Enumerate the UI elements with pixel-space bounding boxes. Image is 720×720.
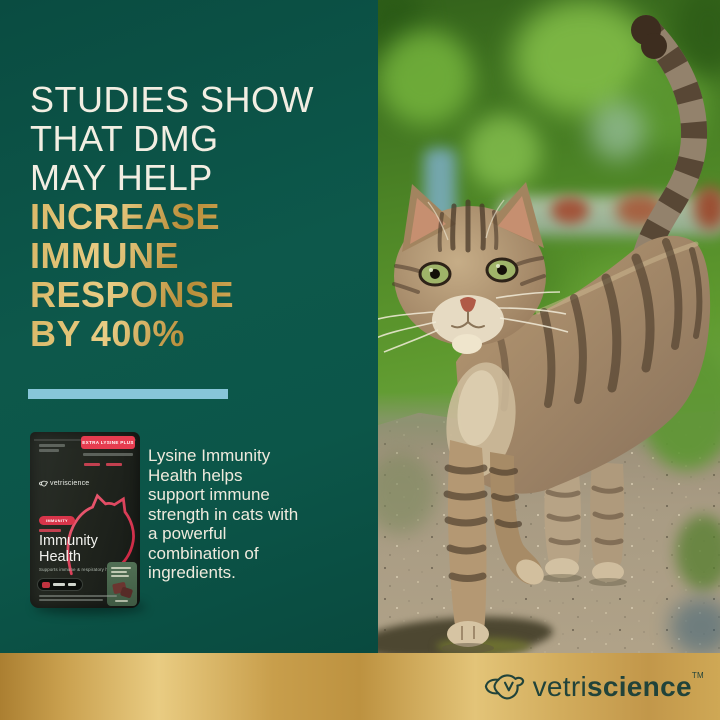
grass-tuft	[676, 515, 720, 590]
cat-tail	[629, 15, 708, 288]
headline-line: MAY HELP	[30, 157, 213, 198]
micro-text-line	[39, 444, 65, 447]
left-panel: STUDIES SHOW THAT DMG MAY HELP INCREASE …	[0, 0, 378, 653]
headline: STUDIES SHOW THAT DMG MAY HELP INCREASE …	[30, 80, 314, 353]
cat-front-leg	[442, 440, 494, 653]
micro-text-line	[39, 449, 59, 452]
footer-bar: vetriscienceTM	[0, 653, 720, 720]
brand-suffix: science	[586, 670, 692, 702]
headline-highlight-line: BY 400%	[30, 314, 314, 353]
chew-icon	[42, 581, 50, 588]
tabby-cat-illustration	[378, 15, 711, 653]
foliage-bokeh	[378, 30, 473, 125]
micro-text-line	[111, 575, 129, 577]
micro-text-line	[53, 583, 65, 586]
fine-print	[39, 595, 117, 601]
micro-text-line	[68, 583, 76, 586]
foliage-bokeh	[590, 102, 645, 160]
vetriscience-logo: vetriscienceTM	[484, 671, 704, 703]
flavor-panel	[107, 562, 137, 606]
grass-tuft	[378, 452, 436, 534]
product-tagline: Supports immune & respiratory health	[39, 567, 119, 572]
body-copy: Lysine Immunity Health helps support imm…	[148, 446, 299, 582]
micro-text-line	[84, 463, 100, 466]
extra-lysine-badge: EXTRA LYSINE PLUS	[81, 436, 135, 449]
brand-wordmark: vetriscienceTM	[533, 671, 704, 703]
pouch-brand-logo: vetriscience	[39, 480, 89, 487]
product-name-line2: Health	[39, 548, 81, 565]
headline-highlight-line: IMMUNE	[30, 236, 314, 275]
trademark-symbol: TM	[691, 670, 704, 680]
headline-line: STUDIES SHOW	[30, 79, 315, 120]
product-name: Immunity Health	[39, 533, 98, 565]
micro-text-line	[106, 463, 122, 466]
micro-text-line	[115, 600, 128, 602]
product-name-line1: Immunity	[39, 533, 98, 549]
blurred-flowerpot	[694, 186, 720, 230]
micro-text-line	[83, 453, 133, 456]
cat-photo	[378, 0, 720, 653]
headline-line: THAT DMG	[30, 118, 219, 159]
cat-head	[378, 182, 569, 354]
foliage-bokeh	[466, 115, 541, 190]
cat-eyes	[418, 257, 519, 287]
divider-bar	[28, 389, 228, 399]
cat-hind-legs	[542, 462, 627, 586]
cat-whiskers	[378, 199, 569, 353]
cat-raised-leg	[489, 452, 544, 585]
headline-highlight-line: RESPONSE	[30, 275, 314, 314]
micro-text-line	[111, 567, 131, 569]
chew-image	[119, 586, 134, 599]
brand-prefix: vetri	[532, 670, 587, 702]
chew-count-pill	[37, 578, 83, 591]
blurred-object	[670, 598, 720, 653]
micro-text-line	[111, 571, 127, 573]
cat-nose	[460, 297, 476, 312]
pouch-brand-text: vetriscience	[50, 480, 90, 487]
headline-highlight-line: INCREASE	[30, 197, 314, 236]
fish-dog-icon	[484, 674, 524, 700]
fish-dog-icon	[39, 480, 48, 487]
cat-silhouette-outline	[66, 493, 135, 576]
micro-text-line	[39, 529, 61, 532]
category-pill: IMMUNITY	[39, 516, 75, 525]
product-pouch: EXTRA LYSINE PLUS vetriscience	[30, 432, 140, 608]
blurred-flowerpot	[551, 197, 589, 224]
